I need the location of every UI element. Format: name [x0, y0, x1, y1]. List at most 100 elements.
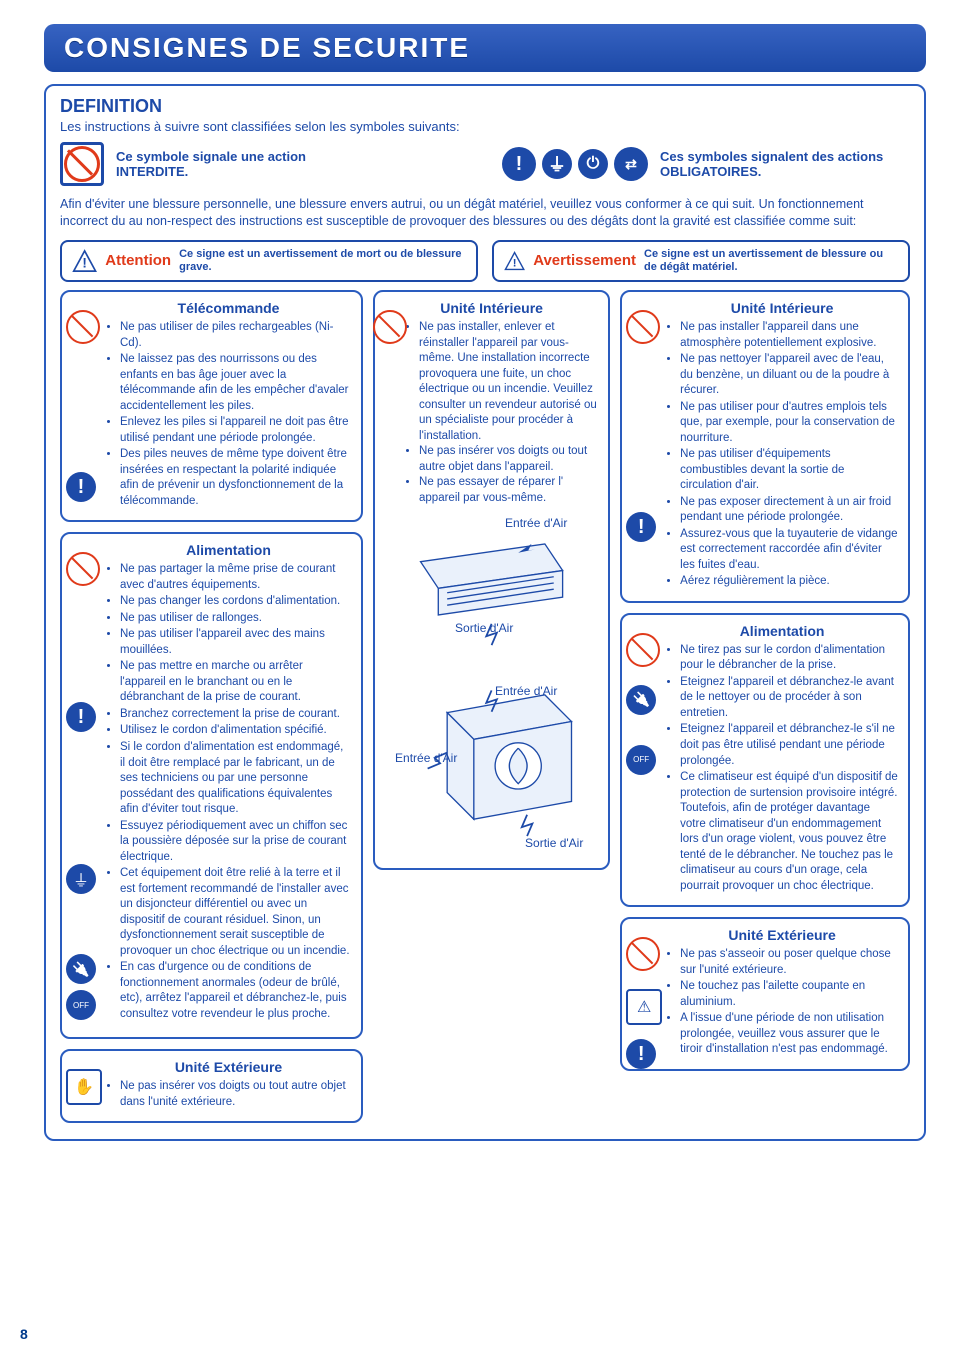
list-item: Ne pas partager la même prise de courant…: [120, 562, 351, 593]
ground-icon: [66, 864, 96, 894]
icon-stack: [66, 702, 96, 732]
forbid-icon: [626, 310, 660, 344]
right-column: Unité Intérieure Ne pas installer l'appa…: [620, 290, 910, 1123]
content-frame: DEFINITION Les instructions à suivre son…: [44, 84, 926, 1141]
list-item: Ne tirez pas sur le cordon d'alimentatio…: [680, 643, 898, 674]
unit-illustration: [385, 516, 598, 856]
panel-title: Unité Intérieure: [666, 300, 898, 316]
list-item: Des piles neuves de même type doivent êt…: [120, 447, 351, 509]
avertissement-title: Avertissement: [533, 252, 636, 269]
panel-list: Ne pas partager la même prise de courant…: [106, 562, 351, 1022]
list-item: Ne pas exposer directement à un air froi…: [680, 495, 898, 526]
list-item: Ne laissez pas des nourrissons ou des en…: [120, 352, 351, 414]
center-column: Unité Intérieure Ne pas installer, enlev…: [373, 290, 610, 1123]
air-label: Sortie d'Air: [455, 621, 513, 635]
list-item: Ne pas changer les cordons d'alimentatio…: [120, 594, 351, 610]
panel-alimentation-right: Alimentation Ne tirez pas sur le cordon …: [620, 613, 910, 907]
forbid-icon: [626, 633, 660, 667]
icon-stack: [66, 864, 96, 894]
attention-text: Ce signe est un avertissement de mort ou…: [179, 248, 466, 274]
switch-off-icon: [626, 745, 656, 775]
panel-list: Ne pas utiliser de piles rechargeables (…: [106, 320, 351, 509]
panel-list: Ne tirez pas sur le cordon d'alimentatio…: [666, 643, 898, 894]
svg-text:!: !: [513, 258, 517, 270]
switch-off-icon: [614, 147, 648, 181]
panel-unite-ext-right: ⚠ Unité Extérieure Ne pas s'asseoir ou p…: [620, 917, 910, 1071]
list-item: Ne pas installer, enlever et réinstaller…: [419, 320, 598, 444]
plug-icon: [66, 954, 96, 984]
panel-unite-int-right: Unité Intérieure Ne pas installer l'appa…: [620, 290, 910, 603]
list-item: Ne pas utiliser d'équipements combustibl…: [680, 447, 898, 494]
list-item: Ne pas utiliser pour d'autres emplois te…: [680, 400, 898, 447]
title-bar: CONSIGNES DE SECURITE: [44, 24, 926, 72]
list-item: Eteignez l'appareil et débranchez-le s'i…: [680, 722, 898, 769]
definition-heading: DEFINITION: [60, 96, 910, 117]
avertissement-text: Ce signe est un avertissement de blessur…: [644, 248, 898, 274]
air-label: Entrée d'Air: [395, 751, 457, 765]
panel-list: Ne pas insérer vos doigts ou tout autre …: [106, 1079, 351, 1110]
panel-title: Unité Intérieure: [385, 300, 598, 316]
list-item: Ne touchez pas l'ailette coupante en alu…: [680, 979, 898, 1010]
mandatory-icon: [66, 702, 96, 732]
list-item: Enlevez les piles si l'appareil ne doit …: [120, 415, 351, 446]
list-item: Ne pas utiliser de piles rechargeables (…: [120, 320, 351, 351]
exclamation-icon: !: [502, 147, 536, 181]
main-paragraph: Afin d'éviter une blessure personnelle, …: [60, 196, 910, 230]
avertissement-box: ! Avertissement Ce signe est un avertiss…: [492, 240, 910, 282]
definition-intro: Les instructions à suivre sont classifié…: [60, 119, 910, 134]
list-item: Aérez régulièrement la pièce.: [680, 574, 898, 590]
attention-box: ! Attention Ce signe est un avertissemen…: [60, 240, 478, 282]
panel-unite-ext-left: ✋ Unité Extérieure Ne pas insérer vos do…: [60, 1049, 363, 1123]
list-item: Ne pas s'asseoir ou poser quelque chose …: [680, 947, 898, 978]
plug-icon: [626, 685, 656, 715]
list-item: Ne pas mettre en marche ou arrêter l'app…: [120, 659, 351, 706]
forbid-icon: [373, 310, 407, 344]
list-item: Utilisez le cordon d'alimentation spécif…: [120, 723, 351, 739]
icon-stack: [66, 954, 96, 1020]
panel-list: Ne pas installer l'appareil dans une atm…: [666, 320, 898, 590]
page-number: 8: [20, 1326, 28, 1342]
avertissement-triangle-icon: !: [504, 248, 525, 274]
panel-list: Ne pas s'asseoir ou poser quelque chose …: [666, 947, 898, 1058]
panel-unite-int-center: Unité Intérieure Ne pas installer, enlev…: [373, 290, 610, 870]
panel-title: Alimentation: [666, 623, 898, 639]
list-item: Ne pas utiliser l'appareil avec des main…: [120, 627, 351, 658]
mandatory-icons-group: !: [502, 147, 648, 181]
air-label: Entrée d'Air: [505, 516, 567, 530]
panel-title: Alimentation: [106, 542, 351, 558]
attention-title: Attention: [105, 252, 171, 269]
list-item: Ne pas installer l'appareil dans une atm…: [680, 320, 898, 351]
panel-telecommande: Télécommande Ne pas utiliser de piles re…: [60, 290, 363, 522]
left-column: Télécommande Ne pas utiliser de piles re…: [60, 290, 363, 1123]
panel-alimentation-left: Alimentation Ne pas partager la même pri…: [60, 532, 363, 1039]
forbidden-icon: [60, 142, 104, 186]
svg-text:!: !: [82, 256, 87, 271]
mandatory-icon: [626, 512, 660, 546]
list-item: Ne pas insérer vos doigts ou tout autre …: [120, 1079, 351, 1110]
attention-triangle-icon: !: [72, 248, 97, 274]
switch-off-icon: [66, 990, 96, 1020]
list-item: Cet équipement doit être relié à la terr…: [120, 866, 351, 959]
list-item: Assurez-vous que la tuyauterie de vidang…: [680, 527, 898, 574]
icon-stack: [66, 552, 100, 586]
main-grid: Télécommande Ne pas utiliser de piles re…: [60, 290, 910, 1123]
hand-forbid-icon: ✋: [66, 1069, 100, 1103]
list-item: Si le cordon d'alimentation est endommag…: [120, 740, 351, 818]
list-item: Ne pas insérer vos doigts ou tout autre …: [419, 444, 598, 475]
list-item: Essuyez périodiquement avec un chiffon s…: [120, 819, 351, 866]
air-label: Entrée d'Air: [495, 684, 557, 698]
plug-off-icon: [578, 149, 608, 179]
list-item: Branchez correctement la prise de couran…: [120, 707, 351, 723]
ground-icon: [542, 149, 572, 179]
panel-list: Ne pas installer, enlever et réinstaller…: [385, 320, 598, 506]
forbid-icon: [66, 552, 100, 586]
list-item: A l'issue d'une période de non utilisati…: [680, 1011, 898, 1058]
list-item: En cas d'urgence ou de conditions de fon…: [120, 960, 351, 1022]
sharp-fin-icon: ⚠: [626, 989, 662, 1025]
panel-title: Unité Extérieure: [106, 1059, 351, 1075]
list-item: Ne pas utiliser de rallonges.: [120, 611, 351, 627]
list-item: Ne pas essayer de réparer l' appareil pa…: [419, 475, 598, 506]
mandatory-label: Ces symboles signalent des actions OBLIG…: [660, 149, 910, 179]
sit-forbid-icon: [626, 937, 660, 971]
panel-title: Unité Extérieure: [666, 927, 898, 943]
